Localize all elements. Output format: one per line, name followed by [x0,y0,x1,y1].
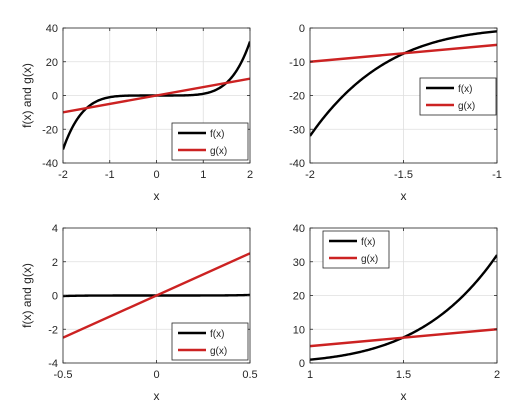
legend-label-f: f(x) [210,329,224,340]
legend-box [171,322,249,361]
chart-panel-1: -2 -1 0 1 2 -40 -20 0 20 40 x f(x) and g(x) f(x) g(x) [20,23,253,203]
y-tick-label: 30 [293,257,305,269]
legend-label-f: f(x) [361,237,375,248]
x-tick-label: 0 [153,369,159,381]
x-tick-label: 1 [307,369,313,381]
y-tick-label: 0 [52,91,58,103]
x-tick-label: -0.5 [54,369,73,381]
y-tick-label: -20 [289,91,305,103]
x-tick-label: -1 [105,169,115,181]
series-line-g [63,252,250,339]
y-tick-label: 0 [299,23,305,35]
legend: f(x) g(x) [322,230,390,269]
x-tick-label: 2 [494,369,500,381]
x-tick-label: 1 [200,169,206,181]
y-tick-label: 40 [293,223,305,235]
y-tick-label: -2 [48,324,58,336]
x-axis-label: x [154,189,160,203]
legend-box [419,77,497,116]
chart-panel-2: -2 -1.5 -1 -40 -30 -20 -10 0 x f(x) g(x) [289,23,502,203]
x-tick-label: -2 [58,169,68,181]
series-line-g [63,77,250,114]
y-tick-label: -40 [289,158,305,170]
y-axis-label: f(x) and g(x) [20,263,34,328]
legend-box [171,122,249,161]
y-tick-label: -20 [42,124,58,136]
legend: f(x) g(x) [171,322,249,361]
x-axis-label: x [401,389,407,403]
y-tick-label: 20 [293,291,305,303]
legend-label-f: f(x) [458,84,472,95]
x-tick-label: 2 [247,169,253,181]
y-tick-label: 20 [46,57,58,69]
series-line-g [310,328,497,348]
y-tick-label: -40 [42,158,58,170]
legend: f(x) g(x) [419,77,497,116]
series-line-g [310,43,497,63]
legend-label-g: g(x) [210,346,227,357]
legend-label-g: g(x) [458,101,475,112]
x-tick-label: 0.5 [242,369,257,381]
y-tick-label: 40 [46,23,58,35]
chart-panel-3: -0.5 0 0.5 -4 -2 0 2 4 x f(x) and g(x) f(x) g(x) [20,223,258,403]
x-tick-label: -1 [492,169,502,181]
x-tick-label: -2 [305,169,315,181]
legend-box [322,230,390,269]
legend-label-g: g(x) [361,254,378,265]
y-tick-label: -30 [289,124,305,136]
y-tick-label: 0 [52,291,58,303]
legend-label-g: g(x) [210,146,227,157]
x-tick-label: -1.5 [394,169,413,181]
y-tick-label: 4 [52,223,58,235]
y-tick-label: -4 [48,358,58,370]
y-tick-label: -10 [289,57,305,69]
x-axis-label: x [154,389,160,403]
x-tick-label: 1.5 [396,369,411,381]
x-axis-label: x [401,189,407,203]
y-tick-label: 2 [52,257,58,269]
y-tick-label: 0 [299,358,305,370]
x-tick-label: 0 [153,169,159,181]
legend: f(x) g(x) [171,122,249,161]
y-tick-label: 10 [293,324,305,336]
legend-label-f: f(x) [210,129,224,140]
y-axis-label: f(x) and g(x) [20,63,34,128]
